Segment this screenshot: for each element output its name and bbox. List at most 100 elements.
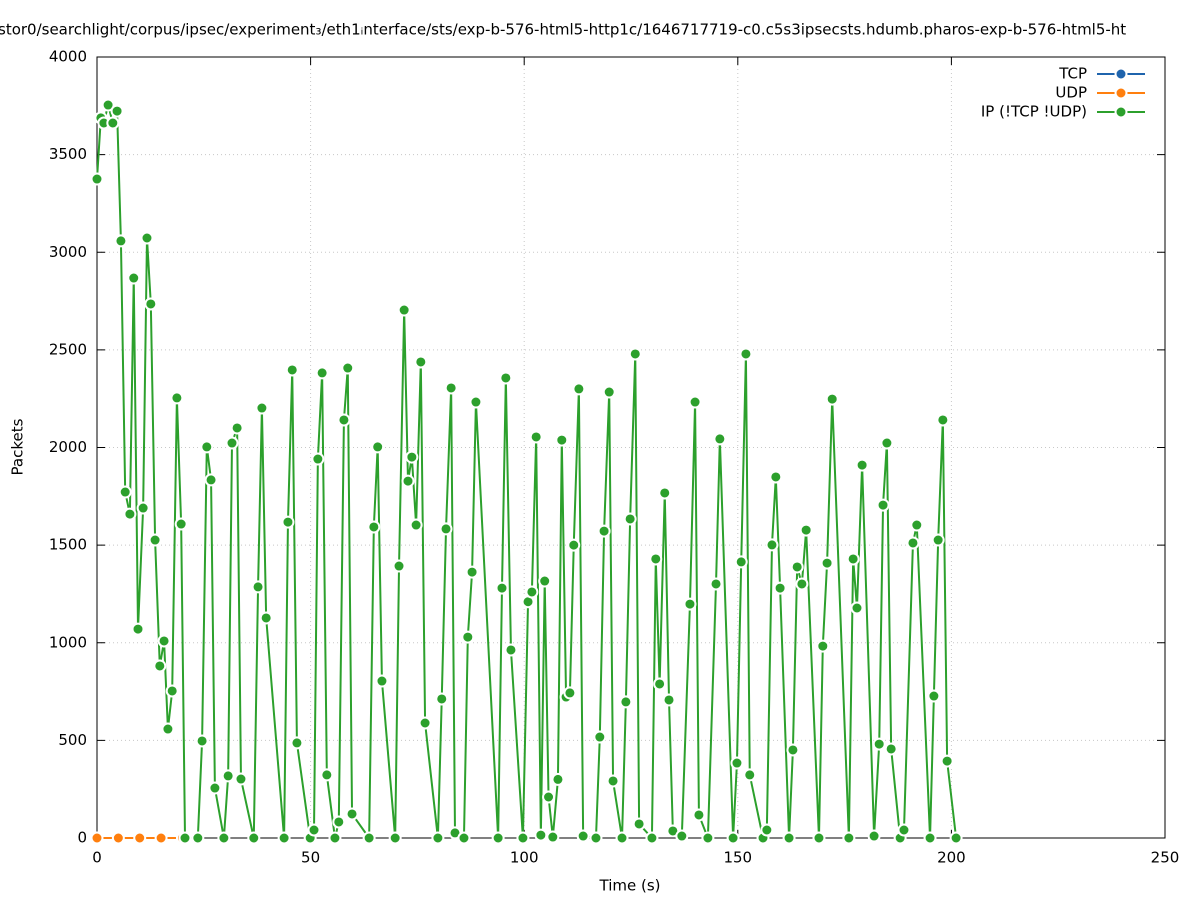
data-point (739, 347, 753, 361)
data-point (170, 391, 184, 405)
x-tick-label: 100 (510, 849, 539, 867)
data-point (397, 303, 411, 317)
data-point (790, 560, 804, 574)
data-point (367, 520, 381, 534)
data-point (375, 674, 389, 688)
data-point (337, 413, 351, 427)
data-point (567, 538, 581, 552)
data-point (576, 829, 590, 843)
legend-marker (1114, 67, 1128, 81)
data-point (495, 581, 509, 595)
data-point (157, 634, 171, 648)
x-tick-label: 250 (1151, 849, 1180, 867)
data-point (632, 817, 646, 831)
data-point (204, 473, 218, 487)
data-point (311, 452, 325, 466)
data-point (799, 523, 813, 537)
data-point (371, 440, 385, 454)
legend-label: TCP (1058, 65, 1087, 83)
data-point (572, 382, 586, 396)
data-point (90, 831, 104, 845)
data-point (923, 831, 937, 845)
data-point (846, 552, 860, 566)
data-point (504, 643, 518, 657)
data-point (880, 436, 894, 450)
data-point (910, 518, 924, 532)
data-point (444, 381, 458, 395)
data-point (555, 433, 569, 447)
x-tick-label: 50 (301, 849, 320, 867)
data-point (90, 172, 104, 186)
data-point (401, 474, 415, 488)
data-point (773, 581, 787, 595)
data-point (760, 823, 774, 837)
data-point (529, 430, 543, 444)
data-point (730, 756, 744, 770)
y-tick-label: 4000 (49, 48, 87, 66)
data-point (499, 371, 513, 385)
data-point (285, 363, 299, 377)
data-point (628, 347, 642, 361)
data-point (884, 742, 898, 756)
data-point (769, 470, 783, 484)
data-point (546, 830, 560, 844)
data-point (217, 831, 231, 845)
data-point (701, 831, 715, 845)
data-point (538, 574, 552, 588)
data-point (734, 555, 748, 569)
data-point (593, 730, 607, 744)
data-point (683, 597, 697, 611)
data-point (362, 831, 376, 845)
data-point (842, 831, 856, 845)
data-point (469, 395, 483, 409)
data-point (688, 395, 702, 409)
data-point (165, 684, 179, 698)
data-point (234, 772, 248, 786)
data-point (290, 736, 304, 750)
data-point (281, 515, 295, 529)
data-point (825, 392, 839, 406)
data-point (658, 486, 672, 500)
data-point (392, 559, 406, 573)
data-point (602, 385, 616, 399)
data-point (936, 413, 950, 427)
data-point (435, 692, 449, 706)
data-point (140, 231, 154, 245)
data-point (106, 116, 120, 130)
data-point (931, 533, 945, 547)
data-point (876, 498, 890, 512)
data-point (153, 659, 167, 673)
data-point (675, 829, 689, 843)
data-point (713, 432, 727, 446)
data-point (649, 552, 663, 566)
data-point (786, 743, 800, 757)
data-point (414, 355, 428, 369)
data-point (692, 808, 706, 822)
data-point (225, 436, 239, 450)
data-point (195, 734, 209, 748)
data-point (872, 737, 886, 751)
data-point (542, 790, 556, 804)
data-point (341, 361, 355, 375)
data-point (795, 577, 809, 591)
data-point (191, 831, 205, 845)
x-tick-label: 200 (937, 849, 966, 867)
data-point (101, 98, 115, 112)
y-tick-label: 2500 (49, 340, 87, 358)
data-point (812, 831, 826, 845)
data-point (320, 768, 334, 782)
y-axis-label: Packets (9, 418, 27, 475)
data-point (123, 507, 137, 521)
data-point (615, 831, 629, 845)
data-point (148, 533, 162, 547)
data-point (418, 716, 432, 730)
data-point (255, 401, 269, 415)
data-point (645, 831, 659, 845)
data-point (409, 518, 423, 532)
data-point (726, 831, 740, 845)
data-point (307, 823, 321, 837)
data-point (133, 831, 147, 845)
data-point (328, 831, 342, 845)
